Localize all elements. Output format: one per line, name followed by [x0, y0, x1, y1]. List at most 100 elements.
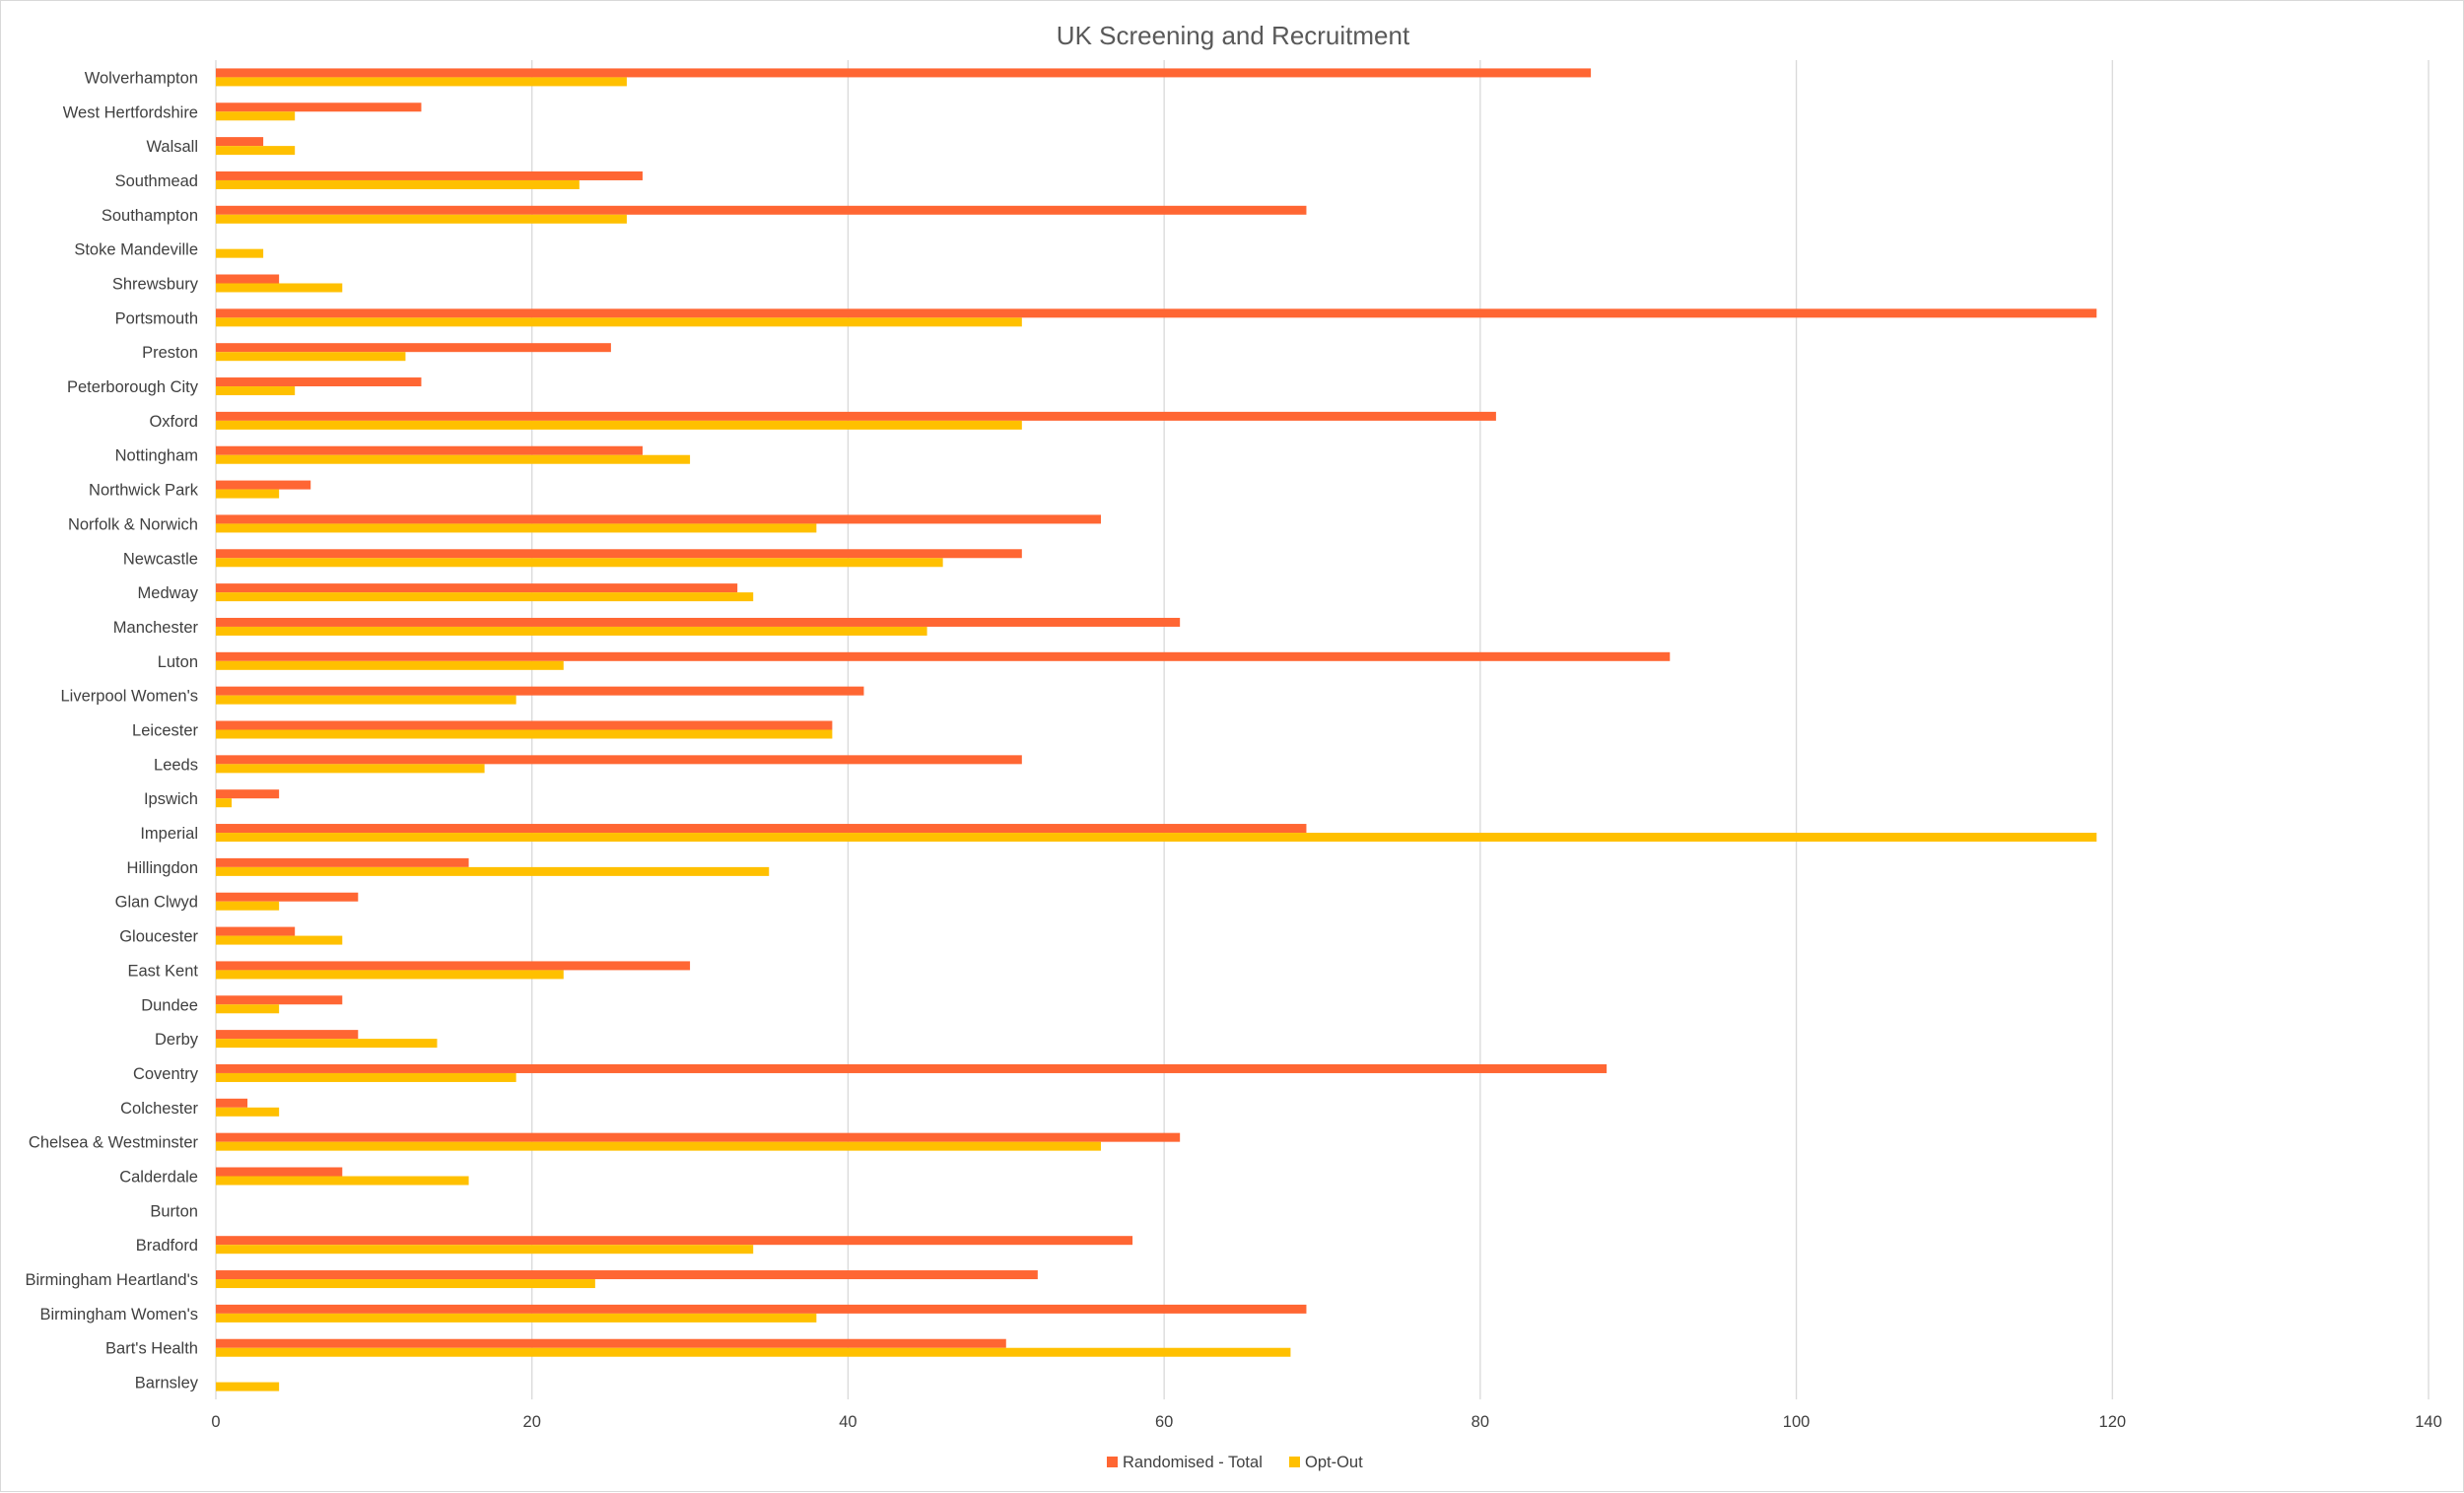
bar-opt-out — [216, 660, 564, 670]
category-label: Newcastle — [123, 550, 198, 568]
category-label: Norfolk & Norwich — [68, 515, 198, 533]
bar-randomised-total — [216, 170, 643, 180]
bar-randomised-total — [216, 686, 864, 696]
bar-opt-out — [216, 901, 280, 911]
category-label: West Hertfordshire — [63, 103, 198, 121]
category-label: Gloucester — [119, 928, 198, 946]
bar-randomised-total — [216, 720, 833, 730]
category-labels: Wolverhampton West Hertfordshire Walsall So… — [25, 69, 198, 1391]
bar-opt-out — [216, 1279, 595, 1289]
legend-label: Opt-Out — [1305, 1454, 1363, 1471]
bar-opt-out — [216, 283, 343, 293]
category-label: Liverpool Women's — [61, 688, 199, 706]
x-tick-labels: 0 20 40 60 80 100 120 140 — [211, 1413, 2441, 1431]
bar-randomised-total — [216, 1167, 343, 1177]
bar-randomised-total — [216, 514, 1101, 524]
bar-opt-out — [216, 695, 516, 705]
x-tick-label: 140 — [2415, 1413, 2442, 1431]
category-label: Imperial — [140, 825, 198, 843]
chart-title: UK Screening and Recruitment — [1057, 21, 1410, 50]
category-label: Preston — [142, 344, 198, 362]
bar-opt-out — [216, 1039, 438, 1049]
category-label: Derby — [155, 1031, 199, 1049]
x-tick-label: 100 — [1783, 1413, 1811, 1431]
bar-randomised-total — [216, 343, 611, 353]
bar-randomised-total — [216, 1338, 1006, 1348]
legend-swatch — [1289, 1457, 1300, 1467]
bar-randomised-total — [216, 1270, 1038, 1280]
bar-opt-out — [216, 558, 943, 568]
category-label: Chelsea & Westminster — [29, 1134, 199, 1152]
bar-opt-out — [216, 1141, 1101, 1151]
bar-randomised-total — [216, 1063, 1608, 1073]
bar-randomised-total — [216, 755, 1022, 765]
bar-randomised-total — [216, 68, 1592, 78]
bar-opt-out — [216, 866, 770, 876]
category-label: Colchester — [120, 1100, 198, 1118]
bar-opt-out — [216, 489, 280, 499]
bar-opt-out — [216, 77, 627, 87]
category-label: Wolverhampton — [85, 69, 198, 87]
bar-randomised-total — [216, 1236, 1133, 1246]
bar-randomised-total — [216, 308, 2097, 318]
bar-opt-out — [216, 970, 564, 980]
category-label: Burton — [150, 1202, 198, 1220]
bar-randomised-total — [216, 892, 359, 902]
x-tick-label: 0 — [211, 1413, 220, 1431]
category-label: Dundee — [141, 996, 198, 1014]
bar-opt-out — [216, 214, 627, 224]
bar-opt-out — [216, 1347, 1291, 1357]
bar-randomised-total — [216, 789, 280, 799]
category-label: Nottingham — [115, 447, 198, 465]
bar-opt-out — [216, 317, 1022, 327]
category-label: Barnsley — [135, 1375, 199, 1392]
category-label: Stoke Mandeville — [74, 241, 198, 259]
bar-opt-out — [216, 420, 1022, 430]
bar-opt-out — [216, 146, 296, 156]
bar-opt-out — [216, 833, 2097, 843]
bar-randomised-total — [216, 377, 422, 387]
bar-opt-out — [216, 1382, 280, 1391]
bar-randomised-total — [216, 411, 1496, 421]
bar-randomised-total — [216, 824, 1307, 834]
bar-randomised-total — [216, 617, 1181, 627]
bar-opt-out — [216, 1004, 280, 1014]
category-label: Bart's Health — [105, 1340, 198, 1358]
bar-randomised-total — [216, 651, 1671, 661]
category-label: Leeds — [154, 756, 198, 774]
x-tick-label: 120 — [2099, 1413, 2127, 1431]
bar-opt-out — [216, 248, 264, 258]
bar-opt-out — [216, 1313, 817, 1323]
x-tick-label: 80 — [1472, 1413, 1489, 1431]
category-label: Leicester — [132, 722, 198, 740]
bar-randomised-total — [216, 549, 1022, 559]
bar-opt-out — [216, 626, 927, 636]
category-label: Bradford — [136, 1237, 198, 1255]
bar-randomised-total — [216, 274, 280, 284]
category-label: Oxford — [149, 413, 198, 431]
category-label: Manchester — [113, 619, 199, 637]
bar-randomised-total — [216, 857, 469, 867]
category-label: East Kent — [127, 962, 198, 980]
x-tick-label: 20 — [523, 1413, 541, 1431]
bar-opt-out — [216, 729, 833, 739]
bar-randomised-total — [216, 995, 343, 1005]
category-label: Northwick Park — [89, 482, 199, 500]
bar-randomised-total — [216, 445, 643, 455]
legend-label: Randomised - Total — [1123, 1454, 1263, 1471]
bars — [216, 68, 2097, 1391]
category-label: Walsall — [146, 138, 198, 156]
bar-randomised-total — [216, 102, 422, 112]
category-label: Birmingham Heartland's — [25, 1271, 198, 1289]
bar-randomised-total — [216, 137, 264, 147]
bar-opt-out — [216, 386, 296, 396]
category-label: Ipswich — [144, 790, 198, 808]
category-label: Calderdale — [119, 1169, 198, 1187]
bar-opt-out — [216, 592, 754, 602]
bar-opt-out — [216, 454, 691, 464]
bar-randomised-total — [216, 1098, 248, 1108]
category-label: Southampton — [102, 207, 198, 225]
bar-opt-out — [216, 1176, 469, 1186]
x-tick-label: 40 — [839, 1413, 856, 1431]
